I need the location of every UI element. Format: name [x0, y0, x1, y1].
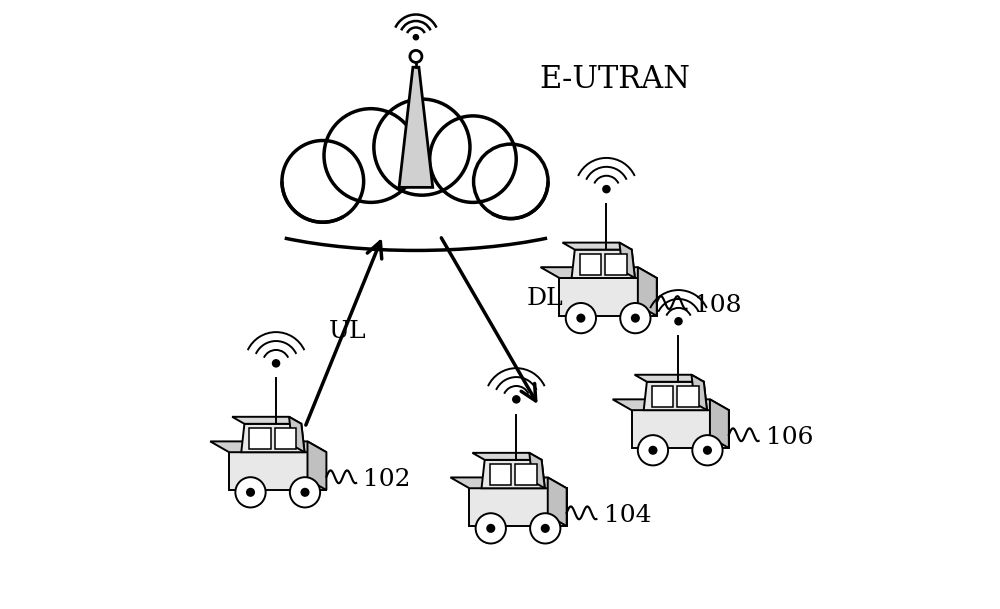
Circle shape — [513, 396, 520, 403]
Circle shape — [530, 513, 560, 543]
Circle shape — [303, 158, 385, 240]
Circle shape — [692, 435, 723, 465]
Circle shape — [437, 157, 515, 236]
Polygon shape — [469, 488, 567, 526]
Circle shape — [638, 435, 668, 465]
Circle shape — [620, 303, 651, 333]
Circle shape — [603, 186, 610, 192]
Polygon shape — [472, 453, 542, 460]
Polygon shape — [249, 428, 271, 449]
Circle shape — [486, 524, 495, 533]
Polygon shape — [210, 442, 326, 452]
Circle shape — [410, 51, 422, 63]
Polygon shape — [652, 386, 673, 407]
Circle shape — [566, 303, 596, 333]
Polygon shape — [619, 242, 635, 278]
Circle shape — [246, 488, 255, 497]
Polygon shape — [572, 250, 635, 278]
Polygon shape — [613, 400, 729, 410]
Circle shape — [235, 477, 266, 507]
Polygon shape — [541, 267, 657, 278]
Circle shape — [474, 144, 548, 219]
Polygon shape — [644, 382, 707, 410]
Polygon shape — [490, 465, 511, 485]
Circle shape — [703, 446, 712, 455]
Polygon shape — [677, 386, 699, 407]
Polygon shape — [241, 424, 305, 452]
Text: UL: UL — [329, 320, 366, 343]
Circle shape — [476, 513, 506, 543]
Circle shape — [413, 35, 419, 40]
Circle shape — [576, 314, 585, 323]
Text: 102: 102 — [363, 468, 411, 491]
Polygon shape — [529, 453, 545, 488]
Text: 104: 104 — [604, 504, 651, 527]
Text: E-UTRAN: E-UTRAN — [539, 64, 690, 95]
Polygon shape — [580, 254, 601, 275]
Polygon shape — [559, 278, 657, 316]
Circle shape — [303, 158, 385, 240]
Polygon shape — [289, 417, 305, 452]
Polygon shape — [548, 477, 567, 526]
Circle shape — [374, 99, 470, 195]
Circle shape — [437, 157, 515, 236]
Polygon shape — [515, 465, 537, 485]
Circle shape — [272, 360, 280, 367]
Polygon shape — [450, 477, 567, 488]
Polygon shape — [710, 400, 729, 448]
Circle shape — [675, 318, 682, 325]
Polygon shape — [482, 460, 545, 488]
Polygon shape — [632, 410, 729, 448]
Circle shape — [648, 446, 657, 455]
Polygon shape — [605, 254, 627, 275]
Circle shape — [541, 524, 550, 533]
Circle shape — [374, 153, 458, 238]
Polygon shape — [562, 242, 632, 250]
Circle shape — [290, 477, 320, 507]
Circle shape — [374, 153, 458, 238]
Text: 108: 108 — [694, 294, 741, 317]
Circle shape — [430, 116, 516, 202]
Circle shape — [631, 314, 640, 323]
Polygon shape — [307, 442, 326, 490]
Polygon shape — [691, 375, 707, 410]
Polygon shape — [275, 428, 296, 449]
Polygon shape — [399, 67, 433, 188]
Circle shape — [324, 108, 418, 202]
Polygon shape — [232, 417, 301, 424]
Polygon shape — [635, 375, 704, 382]
Circle shape — [300, 488, 310, 497]
Text: DL: DL — [527, 287, 564, 310]
Circle shape — [282, 141, 364, 222]
Polygon shape — [229, 452, 326, 490]
Text: 106: 106 — [766, 426, 813, 449]
Polygon shape — [638, 267, 657, 316]
